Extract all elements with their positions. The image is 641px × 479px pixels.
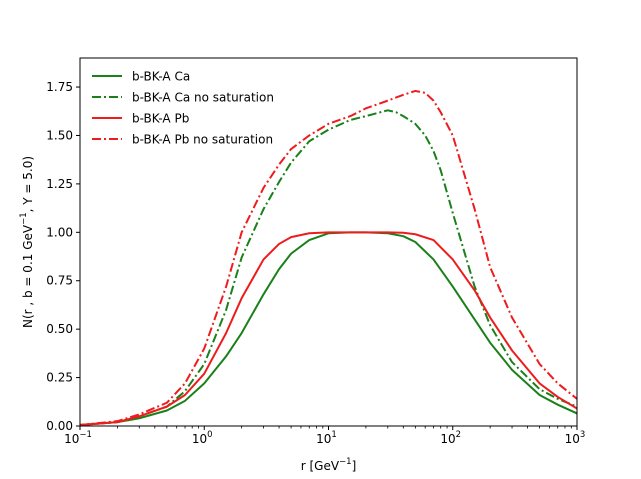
y-tick-label: 1.50 xyxy=(46,128,73,142)
y-tick-label: 1.75 xyxy=(46,80,73,94)
legend-label-3: b-BK-A Pb xyxy=(132,112,189,126)
legend-label-4: b-BK-A Pb no saturation xyxy=(132,133,273,147)
x-tick-base: 10 xyxy=(565,432,580,446)
plot-area xyxy=(80,89,577,426)
x-tick-exponent: 3 xyxy=(580,430,585,440)
legend-label-1: b-BK-A Ca xyxy=(132,70,190,84)
x-tick-label: 103 xyxy=(565,430,586,446)
x-tick-base: 10 xyxy=(64,432,79,446)
x-tick-base: 10 xyxy=(192,432,207,446)
series-line-3 xyxy=(80,231,577,426)
y-tick-label: 0.25 xyxy=(46,371,73,385)
y-tick-label: 1.25 xyxy=(46,177,73,191)
y-tick-label: 0.50 xyxy=(46,322,73,336)
y-axis-label-text: N(r , b = 0.1 GeV xyxy=(21,224,35,328)
x-tick-exponent: 1 xyxy=(331,430,336,440)
y-tick-label: 0.00 xyxy=(46,419,73,433)
x-tick-base: 10 xyxy=(316,432,331,446)
x-tick-exponent: 0 xyxy=(207,430,212,440)
x-axis-label: r [GeV−1] xyxy=(301,457,357,473)
x-axis-label-text: r [GeV xyxy=(301,459,340,473)
x-tick-base: 10 xyxy=(440,432,455,446)
series-line-4 xyxy=(80,89,577,426)
y-axis-label: N(r , b = 0.1 GeV−1, Y = 5.0) xyxy=(19,156,35,328)
y-tick-label: 1.00 xyxy=(46,225,73,239)
legend: b-BK-A Ca b-BK-A Ca no saturation b-BK-A P… xyxy=(92,70,274,147)
x-tick-label: 10−1 xyxy=(64,430,92,446)
y-axis-label-end: , Y = 5.0) xyxy=(21,156,35,212)
x-axis-label-sup: −1 xyxy=(339,457,352,467)
x-tick-label: 102 xyxy=(440,430,461,446)
x-tick-exponent: 2 xyxy=(456,430,461,440)
x-tick-label: 100 xyxy=(192,430,213,446)
y-tick-label: 0.75 xyxy=(46,274,73,288)
legend-label-2: b-BK-A Ca no saturation xyxy=(132,91,274,105)
x-axis-label-end: ] xyxy=(352,459,357,473)
x-tick-exponent: −1 xyxy=(79,430,92,440)
y-axis-label-sup: −1 xyxy=(19,212,29,225)
x-tick-label: 101 xyxy=(316,430,337,446)
